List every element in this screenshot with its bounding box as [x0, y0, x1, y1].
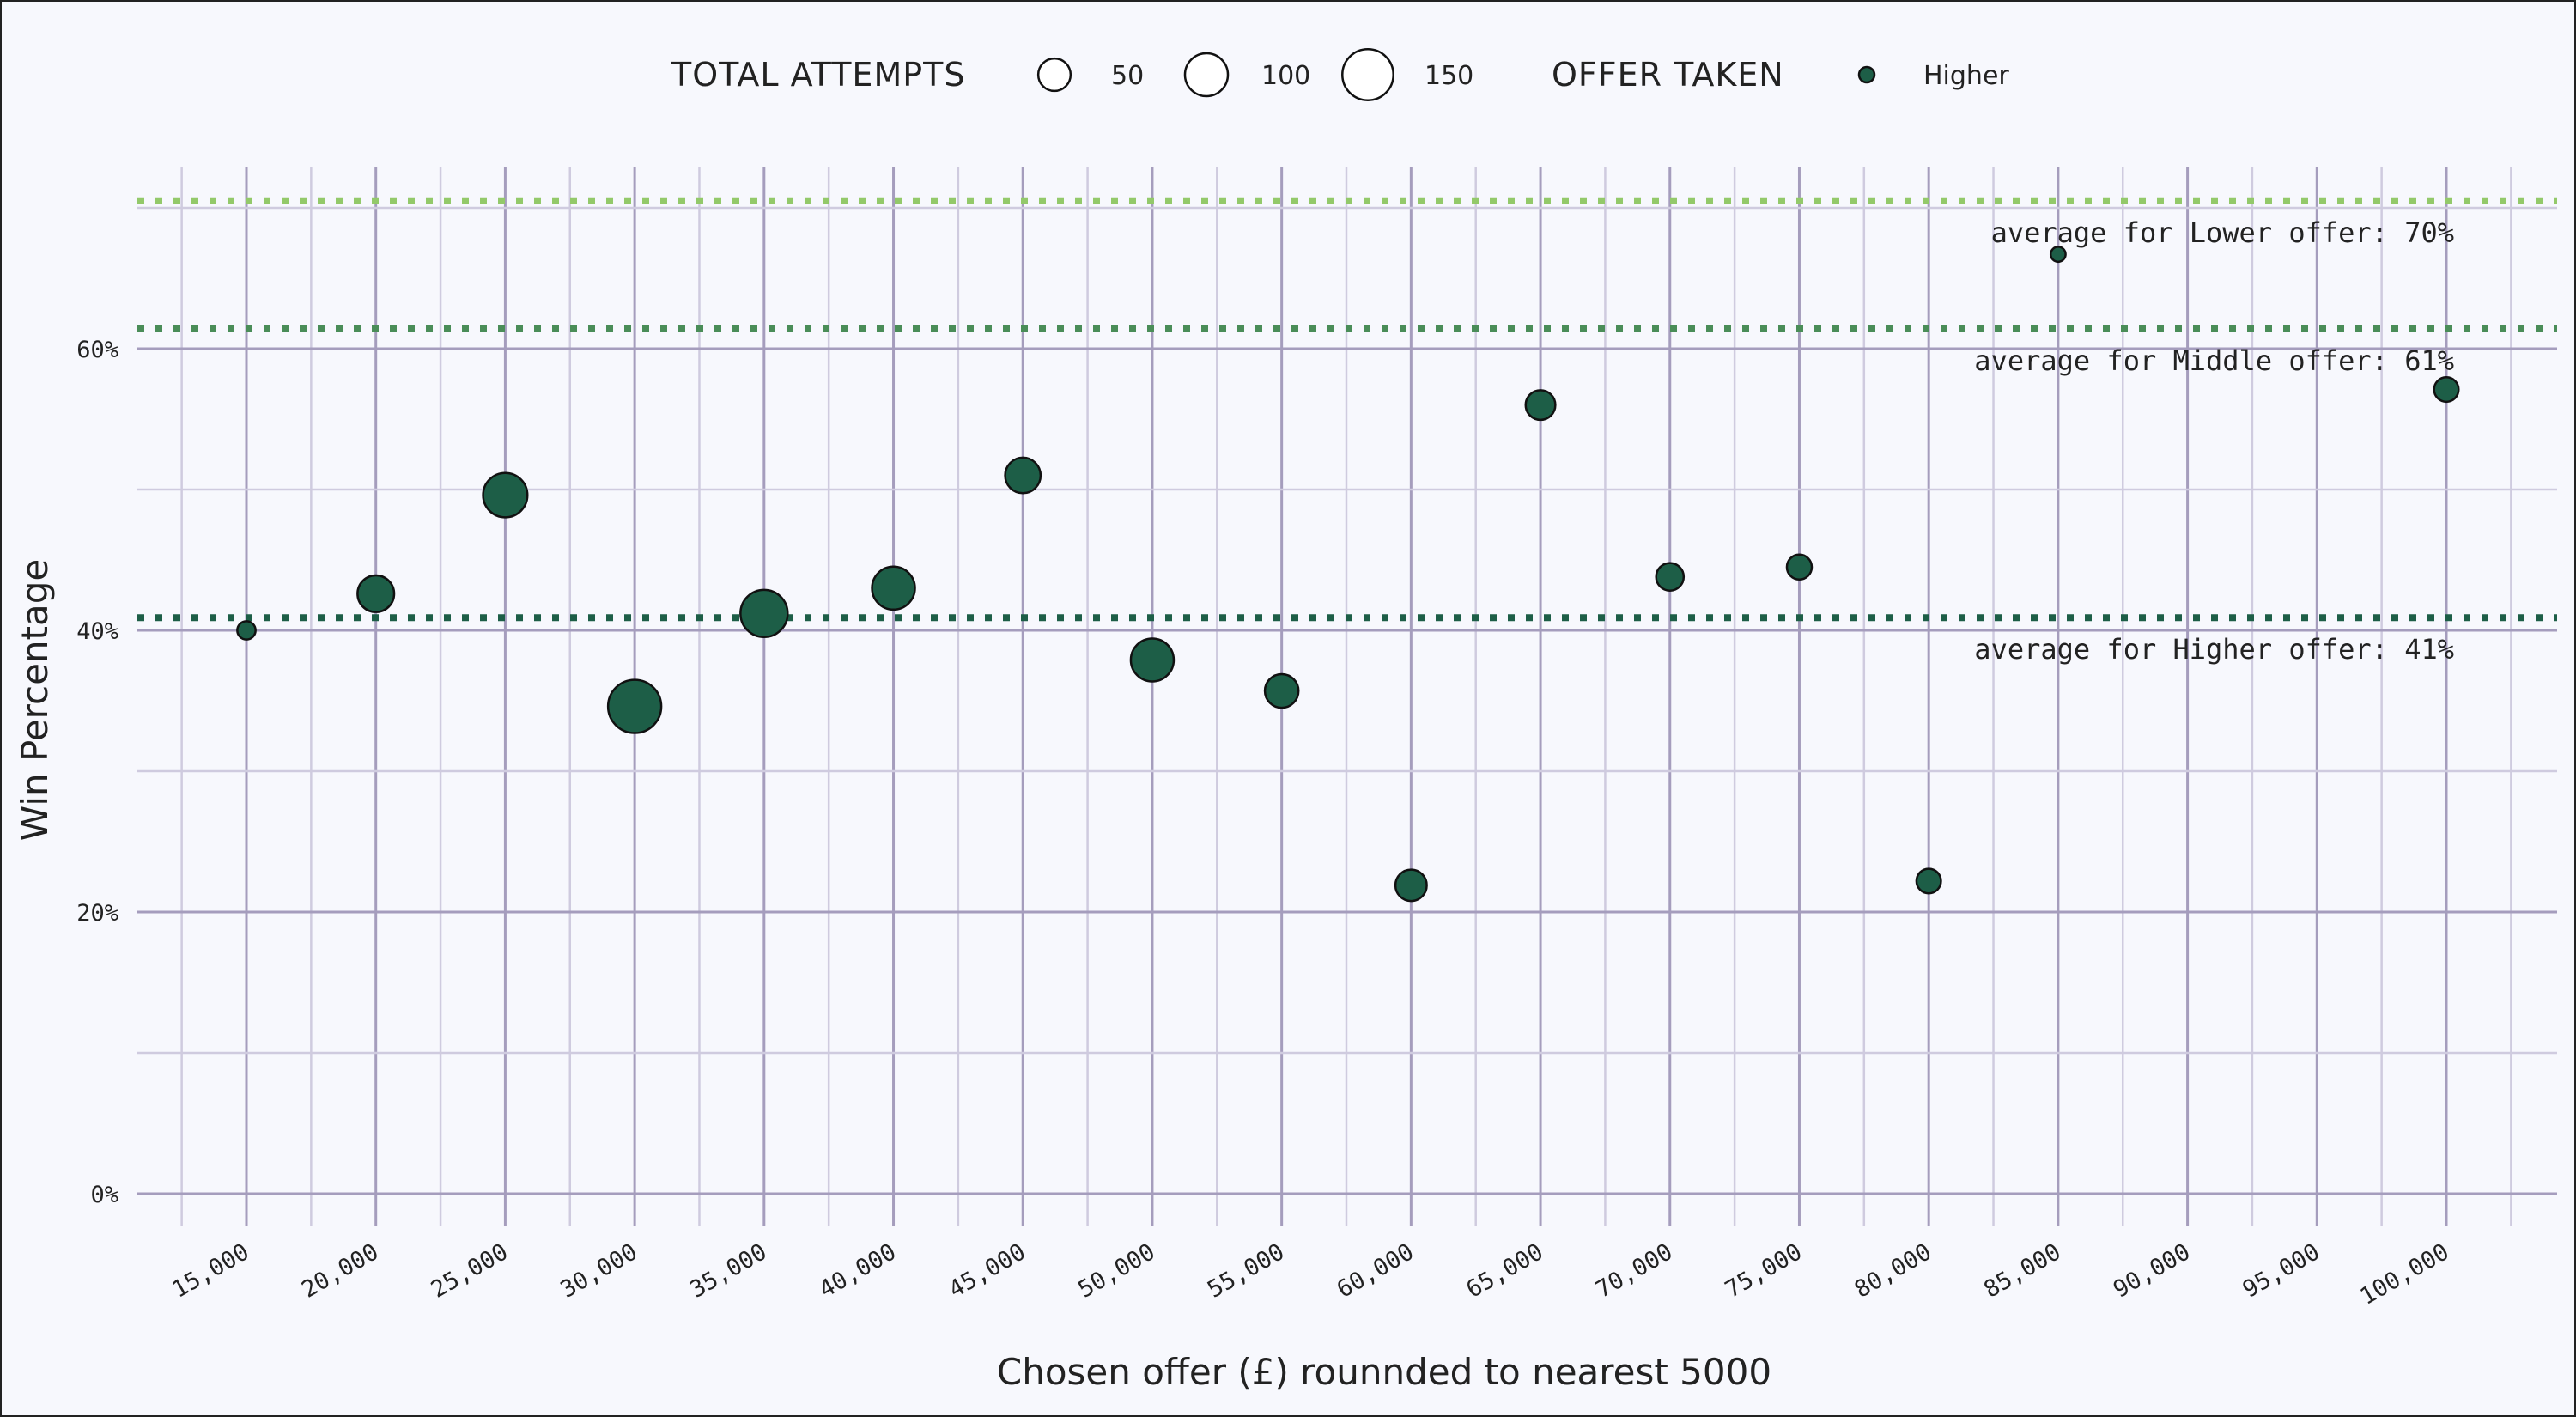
legend-color-swatch: [1857, 65, 1876, 84]
reference-line-label: average for Lower offer: 70%: [1991, 216, 2454, 249]
data-point: [1785, 553, 1814, 581]
data-points: [236, 246, 2460, 903]
x-tick-label: 80,000: [1850, 1238, 1936, 1304]
data-point: [236, 620, 257, 641]
y-tick-label: 60%: [76, 337, 118, 363]
data-point: [2433, 376, 2460, 404]
legend-size-circle: [1183, 52, 1230, 98]
x-tick-label: 90,000: [2109, 1238, 2195, 1304]
y-tick-label: 40%: [76, 618, 118, 645]
data-point: [739, 588, 789, 639]
x-tick-labels: 15,000 20,000 25,000 30,000 35,000 40,000 45,0…: [168, 1238, 2454, 1311]
data-point: [2049, 246, 2067, 264]
data-point: [871, 565, 916, 611]
x-tick-label: 60,000: [1333, 1238, 1419, 1304]
data-point: [1263, 672, 1300, 709]
y-tick-label: 0%: [90, 1182, 118, 1208]
x-tick-label: 25,000: [427, 1238, 513, 1304]
data-point: [606, 678, 663, 734]
reference-lines: average for Lower offer: 70% average for …: [137, 197, 2557, 666]
grid: [137, 167, 2557, 1226]
data-point: [1524, 389, 1557, 422]
data-point: [356, 574, 396, 613]
x-axis-title: Chosen offer (£) rounnded to nearest 500…: [997, 1351, 1771, 1393]
x-tick-label: 75,000: [1721, 1238, 1807, 1304]
data-point: [1394, 868, 1428, 903]
x-tick-label: 100,000: [2355, 1238, 2453, 1311]
data-point: [1915, 867, 1942, 895]
x-tick-label: 70,000: [1591, 1238, 1677, 1304]
data-point: [1655, 562, 1686, 592]
data-point: [482, 471, 529, 519]
y-axis-title: Win Percentage: [14, 559, 56, 842]
x-tick-label: 65,000: [1462, 1238, 1548, 1304]
x-tick-label: 85,000: [1979, 1238, 2065, 1304]
data-point: [1004, 456, 1042, 495]
x-tick-label: 50,000: [1073, 1238, 1159, 1304]
y-tick-label: 20%: [76, 900, 118, 927]
x-tick-label: 30,000: [556, 1238, 642, 1304]
data-point: [1129, 637, 1176, 683]
x-tick-label: 45,000: [945, 1238, 1030, 1304]
reference-line-label: average for Middle offer: 61%: [1974, 344, 2454, 377]
x-tick-label: 95,000: [2239, 1238, 2324, 1304]
legend-size-label: 50: [1111, 61, 1144, 91]
x-tick-label: 15,000: [168, 1238, 254, 1304]
legend: TOTAL ATTEMPTS 50 100 150 OFFER TAKEN Higher: [671, 48, 2009, 101]
legend-color-title: OFFER TAKEN: [1552, 56, 1784, 94]
legend-size-title: TOTAL ATTEMPTS: [671, 56, 965, 94]
x-tick-label: 35,000: [685, 1238, 771, 1304]
legend-size-label: 150: [1425, 61, 1473, 91]
x-tick-label: 55,000: [1203, 1238, 1289, 1304]
reference-line-label: average for Higher offer: 41%: [1974, 633, 2454, 666]
legend-size-label: 100: [1261, 61, 1310, 91]
legend-size-circle: [1036, 57, 1072, 93]
x-tick-label: 20,000: [297, 1238, 383, 1304]
y-tick-labels: 0% 20% 40% 60%: [76, 337, 118, 1208]
legend-size-circle: [1341, 48, 1394, 101]
x-tick-label: 40,000: [815, 1238, 901, 1304]
legend-color-label: Higher: [1923, 61, 2009, 91]
